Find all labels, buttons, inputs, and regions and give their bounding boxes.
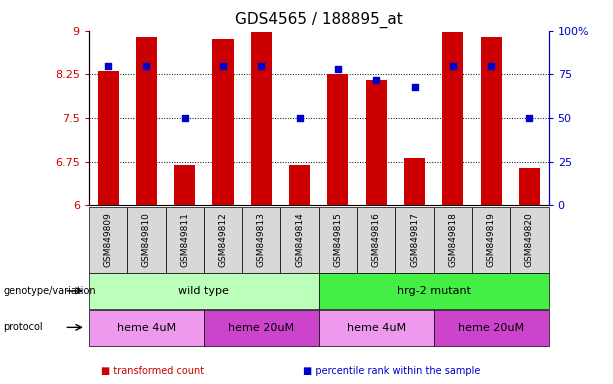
Title: GDS4565 / 188895_at: GDS4565 / 188895_at — [235, 12, 403, 28]
Bar — [136, 36, 157, 205]
Text: GSM849813: GSM849813 — [257, 213, 266, 267]
Bar — [395, 207, 434, 273]
Text: heme 20uM: heme 20uM — [228, 323, 294, 333]
Bar — [242, 207, 281, 273]
Point — [371, 76, 381, 83]
Bar — [251, 32, 272, 205]
Bar — [481, 36, 501, 205]
Point — [142, 63, 151, 69]
Point — [486, 63, 496, 69]
Bar — [128, 207, 166, 273]
Text: GSM849810: GSM849810 — [142, 213, 151, 267]
Bar — [213, 40, 234, 205]
Text: GSM849815: GSM849815 — [333, 213, 343, 267]
Text: hrg-2 mutant: hrg-2 mutant — [397, 286, 471, 296]
Bar — [404, 158, 425, 205]
Text: GSM849820: GSM849820 — [525, 213, 534, 267]
Text: GSM849809: GSM849809 — [104, 213, 113, 267]
Bar — [357, 207, 395, 273]
Text: GSM849812: GSM849812 — [218, 213, 227, 267]
Text: protocol: protocol — [3, 322, 43, 333]
Text: GSM849811: GSM849811 — [180, 213, 189, 267]
Text: wild type: wild type — [178, 286, 229, 296]
Bar — [319, 310, 434, 346]
Bar — [204, 310, 319, 346]
Bar — [204, 207, 242, 273]
Point — [218, 63, 228, 69]
Bar — [97, 71, 118, 205]
Point — [256, 63, 266, 69]
Text: heme 20uM: heme 20uM — [458, 323, 524, 333]
Text: GSM849817: GSM849817 — [410, 213, 419, 267]
Point — [409, 84, 419, 90]
Point — [103, 63, 113, 69]
Bar — [472, 207, 510, 273]
Bar — [366, 80, 387, 205]
Text: heme 4uM: heme 4uM — [347, 323, 406, 333]
Point — [525, 115, 535, 121]
Bar — [443, 32, 463, 205]
Bar — [166, 207, 204, 273]
Text: GSM849814: GSM849814 — [295, 213, 304, 267]
Text: GSM849816: GSM849816 — [371, 213, 381, 267]
Point — [448, 63, 458, 69]
Bar — [281, 207, 319, 273]
Bar — [89, 207, 128, 273]
Bar — [434, 310, 549, 346]
Bar — [174, 165, 195, 205]
Bar — [89, 310, 204, 346]
Bar — [319, 207, 357, 273]
Text: GSM849819: GSM849819 — [487, 213, 496, 267]
Bar — [319, 273, 549, 309]
Bar — [434, 207, 472, 273]
Bar — [519, 167, 540, 205]
Bar — [289, 165, 310, 205]
Bar — [327, 74, 348, 205]
Text: GSM849818: GSM849818 — [448, 213, 457, 267]
Text: heme 4uM: heme 4uM — [117, 323, 176, 333]
Point — [295, 115, 305, 121]
Text: ■ transformed count: ■ transformed count — [101, 366, 204, 376]
Point — [333, 66, 343, 72]
Text: genotype/variation: genotype/variation — [3, 286, 96, 296]
Text: ■ percentile rank within the sample: ■ percentile rank within the sample — [303, 366, 481, 376]
Bar — [89, 273, 319, 309]
Point — [180, 115, 189, 121]
Bar — [510, 207, 549, 273]
